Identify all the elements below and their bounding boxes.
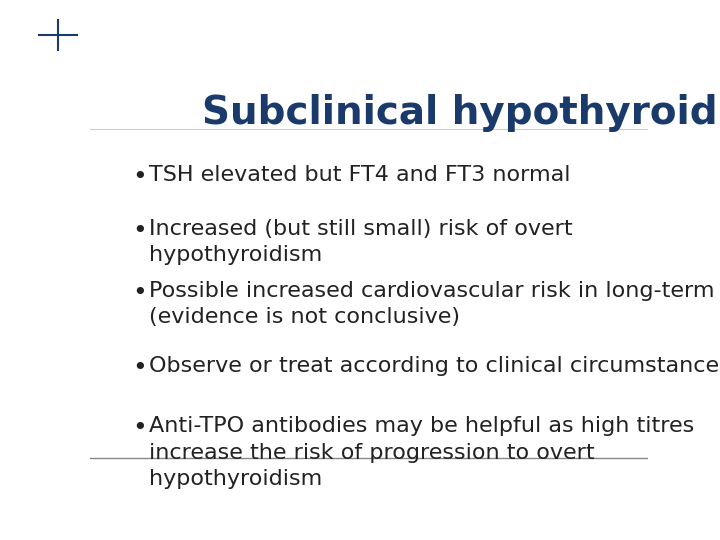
- Polygon shape: [39, 20, 76, 65]
- Text: •: •: [132, 356, 147, 380]
- Text: •: •: [132, 165, 147, 188]
- Text: •: •: [132, 281, 147, 305]
- Text: THE UNIVERSITY OF: THE UNIVERSITY OF: [32, 69, 84, 74]
- Text: •: •: [132, 219, 147, 242]
- Text: MELBOURNE: MELBOURNE: [33, 77, 82, 83]
- Text: Increased (but still small) risk of overt
hypothyroidism: Increased (but still small) risk of over…: [148, 219, 572, 265]
- Text: Anti-TPO antibodies may be helpful as high titres
increase the risk of progressi: Anti-TPO antibodies may be helpful as hi…: [148, 416, 694, 489]
- Text: •: •: [132, 416, 147, 440]
- Text: Observe or treat according to clinical circumstances: Observe or treat according to clinical c…: [148, 356, 720, 376]
- Text: TSH elevated but FT4 and FT3 normal: TSH elevated but FT4 and FT3 normal: [148, 165, 570, 185]
- Text: Possible increased cardiovascular risk in long-term
(evidence is not conclusive): Possible increased cardiovascular risk i…: [148, 281, 714, 327]
- Text: Subclinical hypothyroidism: Subclinical hypothyroidism: [202, 94, 720, 132]
